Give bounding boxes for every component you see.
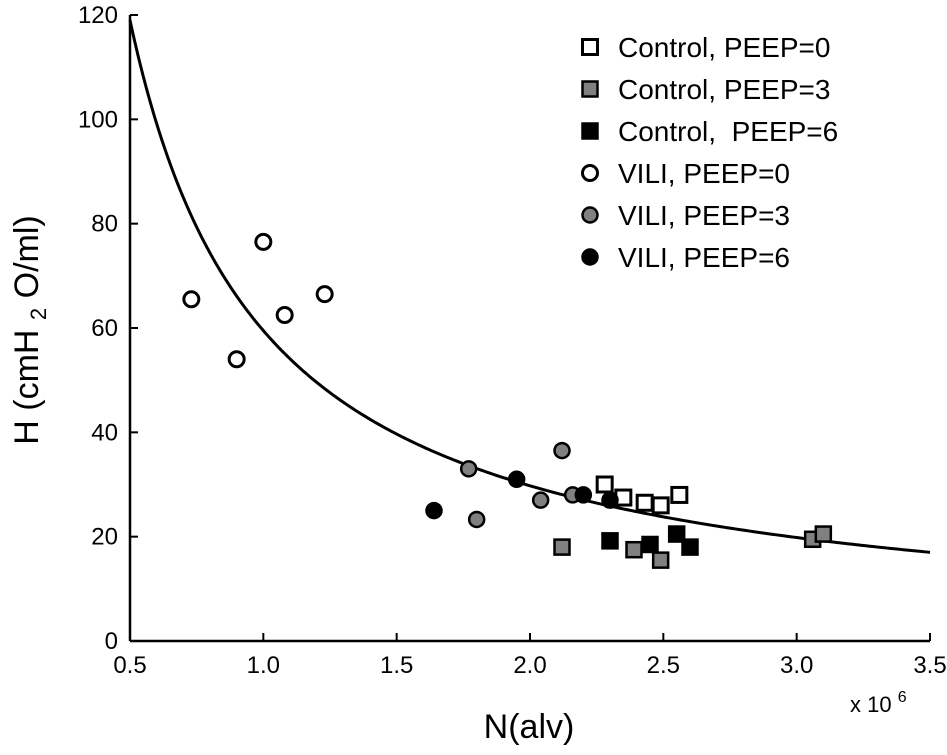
data-point bbox=[601, 491, 619, 509]
y-tick-label: 40 bbox=[91, 419, 118, 446]
data-point bbox=[531, 491, 550, 509]
y-axis-title-part1: H (cmH bbox=[8, 330, 46, 445]
data-point bbox=[254, 232, 273, 251]
data-point bbox=[601, 532, 619, 550]
legend-item: Control, PEEP=6 bbox=[581, 116, 838, 147]
legend-label: Control, PEEP=3 bbox=[618, 74, 830, 105]
y-tick-label: 60 bbox=[91, 315, 118, 342]
data-point bbox=[425, 501, 443, 520]
data-point bbox=[681, 538, 699, 556]
legend-marker bbox=[581, 206, 599, 224]
data-point bbox=[467, 510, 486, 529]
legend-marker bbox=[581, 164, 599, 182]
data-point bbox=[625, 540, 643, 559]
legend-marker bbox=[581, 122, 599, 140]
data-point bbox=[227, 350, 246, 369]
y-axis-title-part2: O/ml) bbox=[8, 215, 46, 298]
data-point bbox=[651, 551, 670, 569]
legend-label: Control, PEEP=6 bbox=[618, 116, 838, 147]
legend-label: VILI, PEEP=0 bbox=[618, 158, 790, 189]
x-multiplier-label: x 10 6 bbox=[850, 689, 907, 717]
y-tick-label: 80 bbox=[91, 211, 118, 238]
x-tick-label: 1.5 bbox=[380, 652, 413, 679]
y-tick-label: 100 bbox=[78, 106, 118, 133]
y-tick-label: 20 bbox=[91, 524, 118, 551]
legend-item: Control, PEEP=0 bbox=[581, 32, 830, 63]
y-axis-title: H (cmH 2 O/ml) bbox=[8, 215, 54, 444]
series-3 bbox=[601, 525, 699, 556]
x-tick-label: 1.0 bbox=[247, 652, 280, 679]
y-axis-title-subscript: 2 bbox=[26, 308, 51, 320]
legend: Control, PEEP=0 Control, PEEP=3 Control, P… bbox=[581, 32, 838, 273]
legend-item: VILI, PEEP=0 bbox=[581, 158, 790, 189]
data-point bbox=[670, 485, 689, 504]
data-point bbox=[507, 470, 526, 489]
data-point bbox=[651, 496, 670, 515]
series-1 bbox=[595, 475, 689, 515]
series-6 bbox=[425, 470, 619, 520]
data-point bbox=[595, 475, 614, 494]
data-point bbox=[459, 460, 478, 478]
x-tick-label: 2.5 bbox=[647, 652, 680, 679]
y-tick-label: 120 bbox=[78, 2, 118, 29]
legend-item: VILI, PEEP=6 bbox=[581, 242, 790, 273]
x-tick-label: 2.0 bbox=[513, 652, 546, 679]
legend-label: Control, PEEP=0 bbox=[618, 32, 830, 63]
legend-item: Control, PEEP=3 bbox=[581, 74, 830, 105]
data-point bbox=[315, 285, 334, 304]
data-point bbox=[182, 290, 201, 309]
x-tick-label: 3.0 bbox=[780, 652, 813, 679]
x-multiplier-exponent: 6 bbox=[898, 689, 907, 706]
legend-marker bbox=[581, 248, 599, 266]
x-multiplier-base: x 10 bbox=[850, 692, 892, 717]
data-point bbox=[814, 525, 833, 543]
legend-marker bbox=[581, 80, 599, 98]
x-tick-label: 0.5 bbox=[113, 652, 146, 679]
legend-item: VILI, PEEP=3 bbox=[581, 200, 790, 231]
fit-curve bbox=[128, 19, 931, 554]
series-2 bbox=[553, 525, 833, 569]
x-axis-title: N(alv) bbox=[484, 708, 575, 746]
legend-marker bbox=[581, 38, 599, 56]
data-point bbox=[641, 535, 659, 554]
data-point bbox=[635, 493, 654, 512]
legend-label: VILI, PEEP=3 bbox=[618, 200, 790, 231]
series-4 bbox=[182, 232, 334, 369]
data-point bbox=[667, 525, 686, 543]
data-point bbox=[275, 305, 294, 324]
x-tick-label: 3.5 bbox=[913, 652, 946, 679]
data-point bbox=[553, 441, 571, 460]
data-point bbox=[553, 538, 571, 556]
data-point bbox=[574, 486, 593, 504]
y-tick-label: 0 bbox=[105, 628, 118, 655]
legend-label: VILI, PEEP=6 bbox=[618, 242, 790, 273]
